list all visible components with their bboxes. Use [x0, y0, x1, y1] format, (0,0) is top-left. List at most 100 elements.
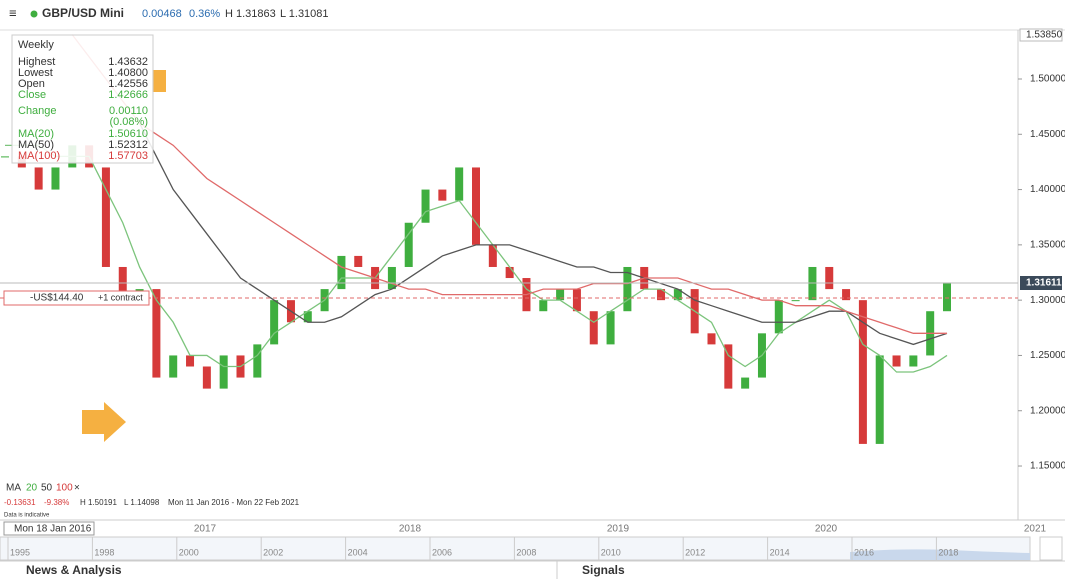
cursor-date-box: [3, 521, 95, 536]
candle: [488, 244, 497, 267]
navigator[interactable]: [0, 536, 1031, 561]
candle: [51, 167, 60, 190]
candle: [707, 333, 716, 345]
candle: [186, 355, 195, 367]
disclaimer: Data is indicative: [4, 513, 50, 519]
info-label: Lowest: [18, 67, 53, 79]
candle: [556, 289, 565, 301]
symbol: GBP/USD Mini: [42, 6, 124, 20]
candle: [741, 377, 750, 389]
info-label: MA(50): [18, 139, 54, 151]
info-label: Change: [18, 105, 57, 117]
candle: [118, 266, 127, 301]
time-label: 2017: [194, 524, 217, 535]
candle: [438, 189, 447, 201]
summary: -0.13631: [4, 498, 36, 507]
high: H 1.31863: [225, 8, 276, 20]
nav-year: 2016: [854, 547, 874, 557]
candle: [892, 355, 901, 367]
info-value: 1.57703: [108, 150, 148, 162]
time-label: 2019: [607, 524, 630, 535]
candle: [825, 266, 834, 290]
candle: [673, 289, 682, 301]
info-value: 1.42556: [108, 78, 148, 90]
pnl-box: [3, 290, 150, 306]
summary: H 1.50191: [80, 498, 117, 507]
y-tick-label: 1.40000: [1030, 184, 1065, 195]
candle: [455, 167, 464, 201]
nav-year: 2018: [938, 547, 958, 557]
indicator-period[interactable]: 100: [56, 483, 73, 494]
interval[interactable]: Weekly: [18, 39, 54, 51]
candle: [572, 289, 581, 312]
change: 0.00468: [142, 8, 182, 20]
y-tick-label: 1.25000: [1030, 350, 1065, 361]
ma-line: [138, 122, 948, 346]
navigator-end[interactable]: [1039, 536, 1063, 561]
info-value: (0.08%): [109, 116, 148, 128]
indicator-close[interactable]: ×: [74, 483, 80, 494]
current-price: 1.31611: [1026, 278, 1062, 289]
info-value: 1.52312: [108, 139, 148, 151]
info-label: MA(20): [18, 128, 54, 140]
candle: [589, 311, 598, 345]
ma-line: [5, 144, 948, 373]
time-label: 2018: [399, 524, 422, 535]
ma-line: [71, 34, 947, 334]
info-value: 0.00110: [109, 105, 148, 117]
candle: [34, 167, 43, 190]
nav-year: 2002: [263, 547, 283, 557]
info-label: MA(100): [18, 150, 60, 162]
header-bar: [0, 0, 1065, 30]
nav-year: 2014: [770, 547, 790, 557]
nav-year: 2000: [179, 547, 199, 557]
info-value: 1.43632: [108, 56, 148, 68]
candle: [842, 289, 851, 301]
top-price: 1.53850: [1026, 30, 1063, 41]
candle: [724, 344, 733, 389]
candle: [943, 282, 951, 312]
candle: [606, 311, 615, 345]
navigator-area: [850, 549, 1030, 560]
cursor-date: Mon 18 Jan 2016: [14, 524, 92, 535]
time-label: 2021: [1024, 524, 1047, 535]
candle: [858, 300, 867, 444]
signals-tab[interactable]: Signals: [582, 563, 625, 577]
candle: [539, 300, 548, 312]
candle: [774, 300, 783, 334]
candle: [303, 311, 312, 323]
y-tick-label: 1.35000: [1030, 240, 1065, 251]
summary: Mon 11 Jan 2016 - Mon 22 Feb 2021: [168, 498, 300, 507]
side-marker: [152, 70, 166, 92]
y-tick-label: 1.30000: [1030, 295, 1065, 306]
nav-year: 1998: [94, 547, 114, 557]
candle: [505, 266, 514, 279]
y-tick-label: 1.50000: [1030, 74, 1065, 85]
nav-year: 2004: [348, 547, 368, 557]
nav-year: 2008: [516, 547, 536, 557]
change-pct: 0.36%: [189, 8, 220, 20]
y-tick-label: 1.45000: [1030, 129, 1065, 140]
indicator-label: MA: [6, 483, 21, 494]
news-tab[interactable]: News & Analysis: [26, 563, 122, 577]
time-label: 2020: [815, 524, 838, 535]
candle: [791, 300, 800, 302]
candle: [421, 189, 430, 223]
candle: [404, 222, 413, 267]
candle: [387, 266, 396, 290]
current-price-box: [1020, 276, 1062, 290]
indicator-period[interactable]: 20: [26, 483, 38, 494]
info-value: 1.42666: [108, 89, 148, 101]
indicator-period[interactable]: 50: [41, 483, 53, 494]
candle: [909, 355, 918, 367]
candle: [169, 355, 178, 378]
low: L 1.31081: [280, 8, 329, 20]
candle: [202, 366, 211, 389]
menu-icon[interactable]: ≡: [9, 5, 17, 20]
summary: L 1.14098: [124, 498, 160, 507]
y-tick-label: 1.15000: [1030, 461, 1065, 472]
candle: [219, 355, 228, 389]
nav-year: 2006: [432, 547, 452, 557]
candle: [152, 289, 161, 378]
